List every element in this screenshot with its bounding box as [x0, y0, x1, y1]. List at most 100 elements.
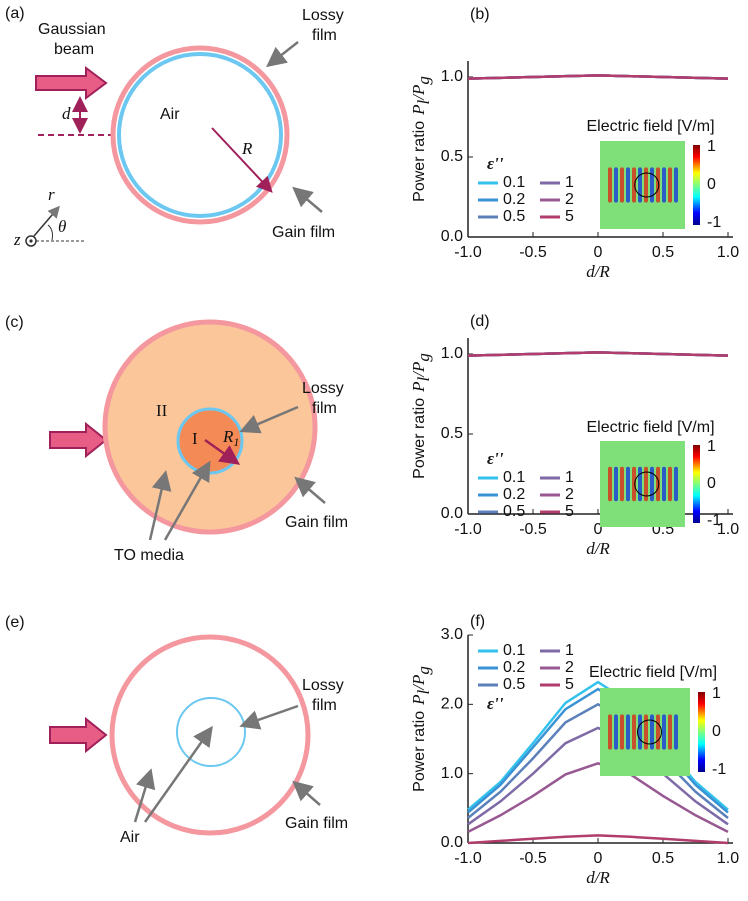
pointer — [239, 704, 299, 730]
y-label-text: Power ratio — [411, 711, 428, 792]
lossy-label: film — [312, 697, 337, 714]
colorbar-tick-label: 1 — [712, 685, 721, 702]
pointer — [148, 470, 172, 541]
lossy-label: Lossy — [302, 677, 344, 694]
x-tick-label: 0.5 — [652, 850, 674, 867]
colorbar-tick-label: 1 — [707, 138, 716, 155]
y-label-math: /P — [409, 362, 428, 378]
x-tick-label: -0.5 — [519, 521, 547, 538]
colorbar-tick-label: 0 — [712, 723, 721, 740]
lossy-label: film — [312, 27, 337, 44]
panel-label: (e) — [5, 614, 25, 631]
x-tick-label: 0.5 — [652, 244, 674, 261]
x-tick-label: -1.0 — [454, 850, 482, 867]
inset-stripe — [608, 167, 612, 203]
pointer — [133, 768, 156, 823]
colorbar-tick-label: 0 — [707, 475, 716, 492]
inset-stripe — [662, 167, 666, 203]
y-label-math: /P — [409, 85, 428, 101]
lossy-film — [176, 697, 246, 767]
y-tick-label: 1.0 — [441, 765, 463, 782]
inset-stripe — [668, 714, 672, 750]
colorbar-tick-label: -1 — [707, 512, 721, 529]
series-line — [467, 834, 729, 845]
legend-label: 0.1 — [503, 174, 525, 191]
air-label: Air — [160, 106, 180, 123]
to-label: TO media — [114, 547, 184, 564]
inset-stripe — [644, 714, 648, 750]
colorbar — [693, 445, 700, 523]
x-tick-label: -0.5 — [519, 244, 547, 261]
x-tick-label: 1.0 — [717, 244, 739, 261]
y-label-math: l — [414, 690, 433, 695]
y-axis-label: Power ratio Pl/Pg — [409, 76, 433, 202]
legend-title: ε'' — [487, 449, 504, 468]
inset-stripe — [620, 466, 624, 502]
legend-label: 1 — [565, 469, 574, 486]
series-line — [467, 726, 729, 826]
inset-stripe — [620, 167, 624, 203]
beam-label: beam — [54, 41, 94, 58]
gain-label: Gain film — [272, 224, 335, 241]
y-tick-label: 0.0 — [441, 505, 463, 522]
inset-stripe — [626, 466, 630, 502]
inset-stripe — [656, 466, 660, 502]
y-label-math: l — [414, 377, 433, 382]
r1-label: R1 — [222, 427, 239, 449]
y-label-math: P — [409, 105, 428, 116]
y-tick-label: 1.0 — [441, 345, 463, 362]
lossy-film — [117, 52, 283, 218]
colorbar — [698, 692, 705, 772]
r-axis — [33, 205, 60, 237]
inset-stripe — [674, 466, 678, 502]
inset-stripe — [650, 466, 654, 502]
inset-stripe — [626, 167, 630, 203]
inset-ring — [634, 471, 660, 497]
x-axis-label: d/R — [586, 868, 610, 887]
inset-stripe — [638, 466, 642, 502]
inset-stripe — [614, 167, 618, 203]
inset-stripe — [644, 466, 648, 502]
beam-arrow — [35, 66, 108, 100]
colorbar-tick-label: 0 — [707, 176, 716, 193]
inset-stripe — [650, 167, 654, 203]
inset-stripe — [632, 714, 636, 750]
y-label-text: Power ratio — [411, 398, 428, 479]
legend-label: 0.2 — [503, 486, 525, 503]
pointer — [163, 460, 211, 541]
inset-stripe — [668, 167, 672, 203]
panel-label: (b) — [470, 6, 490, 23]
y-axis-label: Power ratio Pl/Pg — [409, 353, 433, 479]
y-label-math: l — [414, 100, 433, 105]
y-axis-label: Power ratio Pl/Pg — [409, 666, 433, 792]
pointer — [294, 476, 326, 504]
lossy-label: Lossy — [302, 7, 344, 24]
inset-stripe — [620, 714, 624, 750]
inset-stripe — [656, 714, 660, 750]
inset-stripe — [632, 466, 636, 502]
legend-label: 1 — [565, 174, 574, 191]
theta-label: θ — [58, 217, 66, 236]
air-label: Air — [120, 829, 140, 846]
radius-arrow — [204, 438, 241, 465]
inset-stripe — [626, 714, 630, 750]
legend-label: 1 — [565, 642, 574, 659]
pointer — [239, 405, 299, 434]
x-tick-label: 1.0 — [717, 521, 739, 538]
legend-label: 2 — [565, 191, 574, 208]
y-tick-label: 0.5 — [441, 148, 463, 165]
lossy-label: film — [312, 400, 337, 417]
y-label-math: g — [414, 353, 433, 362]
x-tick-label: -1.0 — [454, 244, 482, 261]
diagram-c: (c) II I R1 Lossy film Gain film TO medi… — [5, 314, 348, 564]
colorbar-tick-label: 1 — [707, 438, 716, 455]
y-tick-label: 3.0 — [441, 626, 463, 643]
inset-stripe — [644, 167, 648, 203]
x-tick-label: -0.5 — [519, 850, 547, 867]
y-tick-label: 0.0 — [441, 228, 463, 245]
x-axis-label: d/R — [586, 262, 610, 281]
diagram-e: (e) Lossy film Gain film Air — [5, 614, 348, 846]
inset-stripe — [662, 714, 666, 750]
